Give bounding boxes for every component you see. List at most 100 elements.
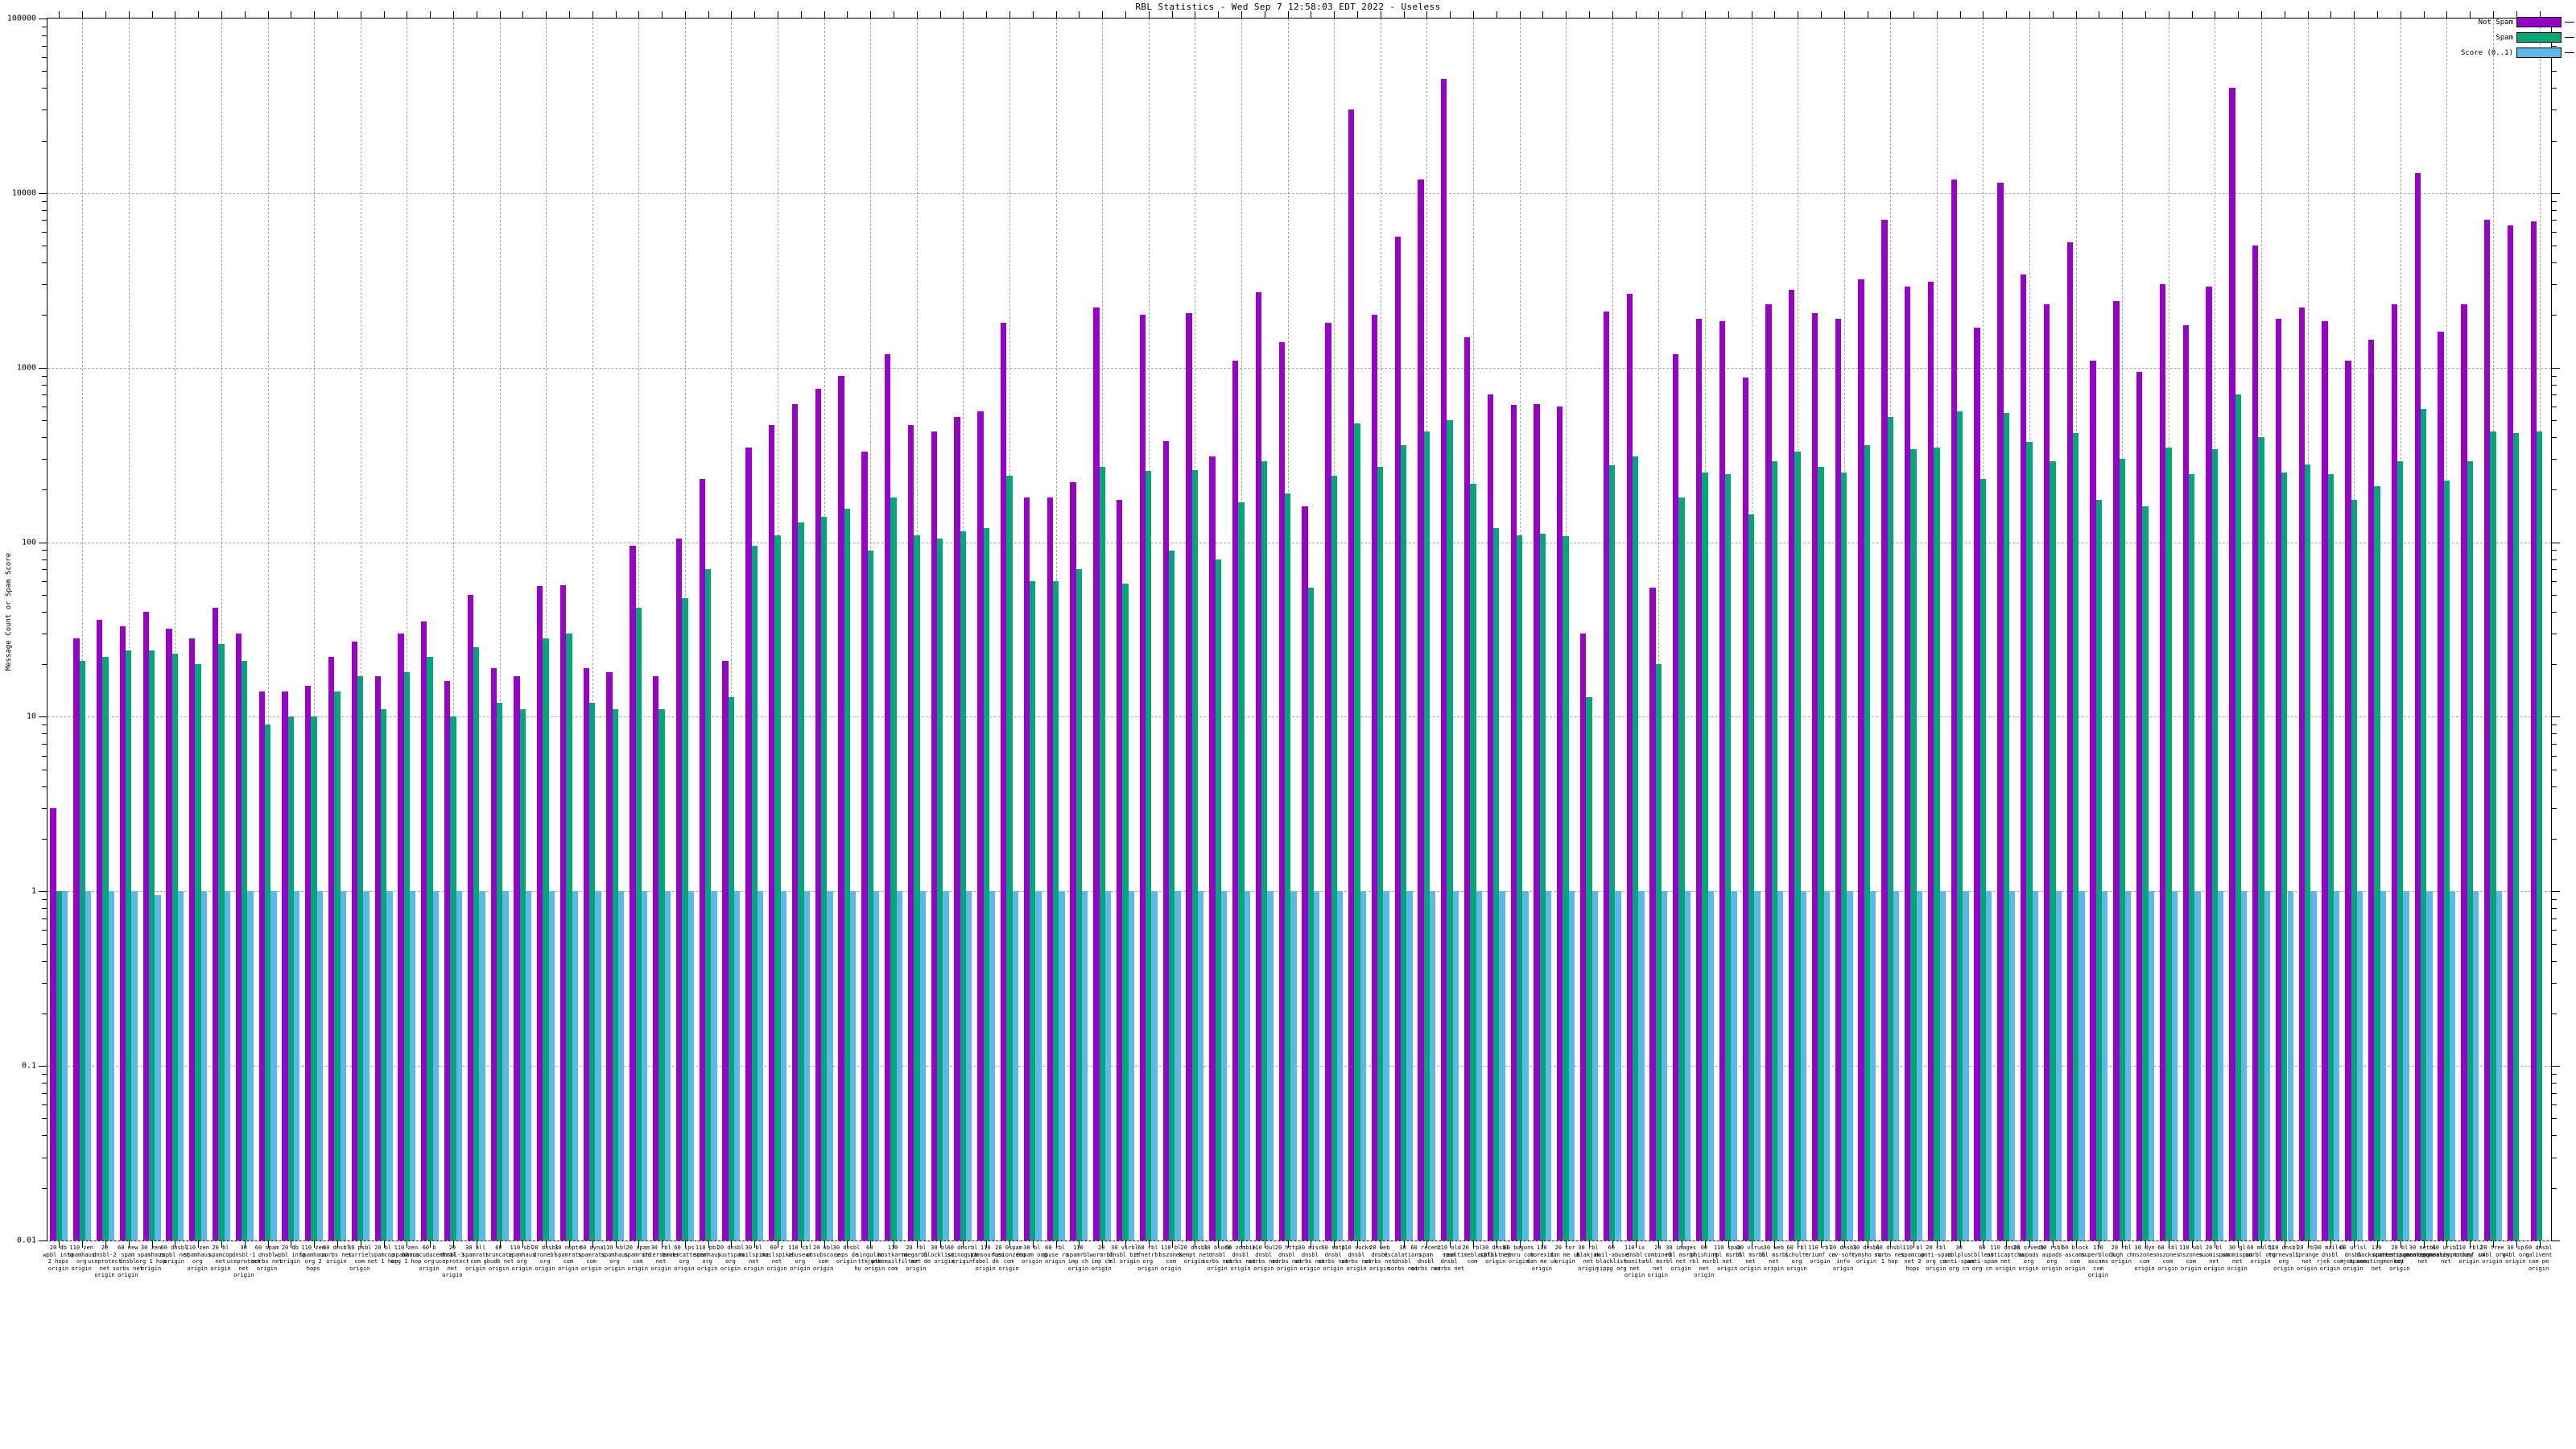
bar-spam[interactable]	[171, 654, 179, 1241]
bar-group[interactable]	[2507, 19, 2525, 1241]
bar-score[interactable]	[966, 891, 972, 1241]
bar-notspam[interactable]	[1626, 293, 1633, 1241]
bar-notspam[interactable]	[1418, 179, 1424, 1241]
bar-group[interactable]	[2159, 19, 2178, 1241]
bar-spam[interactable]	[1794, 452, 1801, 1241]
bar-notspam[interactable]	[2182, 325, 2189, 1241]
bar-score[interactable]	[989, 891, 996, 1241]
bar-spam[interactable]	[264, 724, 271, 1241]
bar-spam[interactable]	[658, 709, 665, 1241]
bar-spam[interactable]	[519, 709, 526, 1241]
bar-spam[interactable]	[218, 644, 225, 1241]
bar-score[interactable]	[2124, 891, 2132, 1241]
bar-notspam[interactable]	[2438, 332, 2444, 1241]
bar-score[interactable]	[1267, 891, 1274, 1241]
bar-spam[interactable]	[774, 535, 781, 1241]
bar-score[interactable]	[2450, 891, 2456, 1241]
bar-group[interactable]	[2275, 19, 2293, 1241]
bar-group[interactable]	[2229, 19, 2248, 1241]
bar-group[interactable]	[861, 19, 880, 1241]
bar-notspam[interactable]	[235, 633, 242, 1241]
bar-spam[interactable]	[2513, 433, 2520, 1241]
bar-spam[interactable]	[960, 531, 967, 1241]
bar-notspam[interactable]	[1325, 323, 1331, 1241]
bar-spam[interactable]	[2165, 447, 2172, 1241]
bar-spam[interactable]	[2420, 409, 2427, 1241]
bar-group[interactable]	[1162, 19, 1181, 1241]
bar-group[interactable]	[1278, 19, 1297, 1241]
bar-spam[interactable]	[914, 535, 920, 1241]
bar-group[interactable]	[583, 19, 601, 1241]
bar-score[interactable]	[2055, 891, 2062, 1241]
bar-spam[interactable]	[2467, 461, 2473, 1241]
bar-group[interactable]	[2136, 19, 2155, 1241]
bar-group[interactable]	[1186, 19, 1204, 1241]
bar-spam[interactable]	[334, 691, 341, 1241]
bar-notspam[interactable]	[769, 424, 775, 1241]
bar-spam[interactable]	[1725, 474, 1732, 1241]
bar-score[interactable]	[456, 891, 462, 1241]
bar-score[interactable]	[1823, 891, 1830, 1241]
bar-score[interactable]	[873, 891, 880, 1241]
bar-spam[interactable]	[1284, 493, 1291, 1241]
bar-spam[interactable]	[820, 516, 828, 1241]
bar-spam[interactable]	[2443, 481, 2450, 1241]
bar-notspam[interactable]	[2322, 320, 2328, 1241]
bar-score[interactable]	[1151, 891, 1158, 1241]
bar-notspam[interactable]	[722, 660, 729, 1241]
bar-group[interactable]	[699, 19, 717, 1241]
bar-spam[interactable]	[450, 716, 456, 1241]
bar-score[interactable]	[1360, 891, 1366, 1241]
bar-notspam[interactable]	[1649, 587, 1656, 1241]
bar-spam[interactable]	[1979, 479, 1987, 1241]
bar-spam[interactable]	[1006, 476, 1013, 1241]
bar-spam[interactable]	[1864, 444, 1871, 1241]
bar-spam[interactable]	[2188, 474, 2195, 1241]
bar-notspam[interactable]	[954, 417, 960, 1241]
bar-group[interactable]	[1117, 19, 1134, 1241]
bar-group[interactable]	[1255, 19, 1274, 1241]
bar-notspam[interactable]	[1927, 282, 1934, 1241]
bar-spam[interactable]	[2281, 473, 2288, 1241]
bar-spam[interactable]	[1748, 514, 1755, 1241]
bar-notspam[interactable]	[2298, 308, 2305, 1241]
bar-group[interactable]	[398, 19, 416, 1241]
bar-notspam[interactable]	[2136, 371, 2143, 1241]
bar-spam[interactable]	[2142, 506, 2149, 1241]
bar-notspam[interactable]	[2159, 284, 2166, 1241]
bar-spam[interactable]	[1400, 444, 1407, 1241]
bar-notspam[interactable]	[2345, 360, 2351, 1241]
bar-score[interactable]	[131, 891, 138, 1241]
bar-spam[interactable]	[1702, 473, 1708, 1241]
bar-score[interactable]	[1430, 891, 1436, 1241]
bar-notspam[interactable]	[1881, 220, 1888, 1241]
bar-spam[interactable]	[473, 647, 480, 1241]
bar-notspam[interactable]	[490, 667, 497, 1241]
bar-score[interactable]	[687, 891, 694, 1241]
bar-score[interactable]	[2310, 891, 2317, 1241]
bar-group[interactable]	[1371, 19, 1389, 1241]
bar-notspam[interactable]	[1046, 497, 1053, 1241]
bar-score[interactable]	[2102, 891, 2108, 1241]
bar-notspam[interactable]	[1858, 279, 1864, 1241]
bar-score[interactable]	[1198, 891, 1204, 1241]
bar-score[interactable]	[1568, 891, 1575, 1241]
bar-group[interactable]	[2021, 19, 2039, 1241]
bar-group[interactable]	[1789, 19, 1807, 1241]
bar-notspam[interactable]	[791, 403, 799, 1241]
bar-group[interactable]	[444, 19, 462, 1241]
bar-notspam[interactable]	[1557, 406, 1563, 1241]
bar-spam[interactable]	[2374, 485, 2380, 1241]
bar-group[interactable]	[73, 19, 92, 1241]
bar-notspam[interactable]	[2021, 275, 2027, 1241]
bar-spam[interactable]	[1146, 471, 1152, 1241]
bar-group[interactable]	[1139, 19, 1158, 1241]
bar-group[interactable]	[559, 19, 578, 1241]
bar-notspam[interactable]	[2414, 173, 2421, 1241]
bar-notspam[interactable]	[2368, 339, 2375, 1241]
bar-group[interactable]	[1534, 19, 1552, 1241]
bar-notspam[interactable]	[50, 807, 56, 1241]
bar-spam[interactable]	[2003, 413, 2009, 1241]
bar-spam[interactable]	[2536, 431, 2543, 1241]
bar-group[interactable]	[1070, 19, 1088, 1241]
